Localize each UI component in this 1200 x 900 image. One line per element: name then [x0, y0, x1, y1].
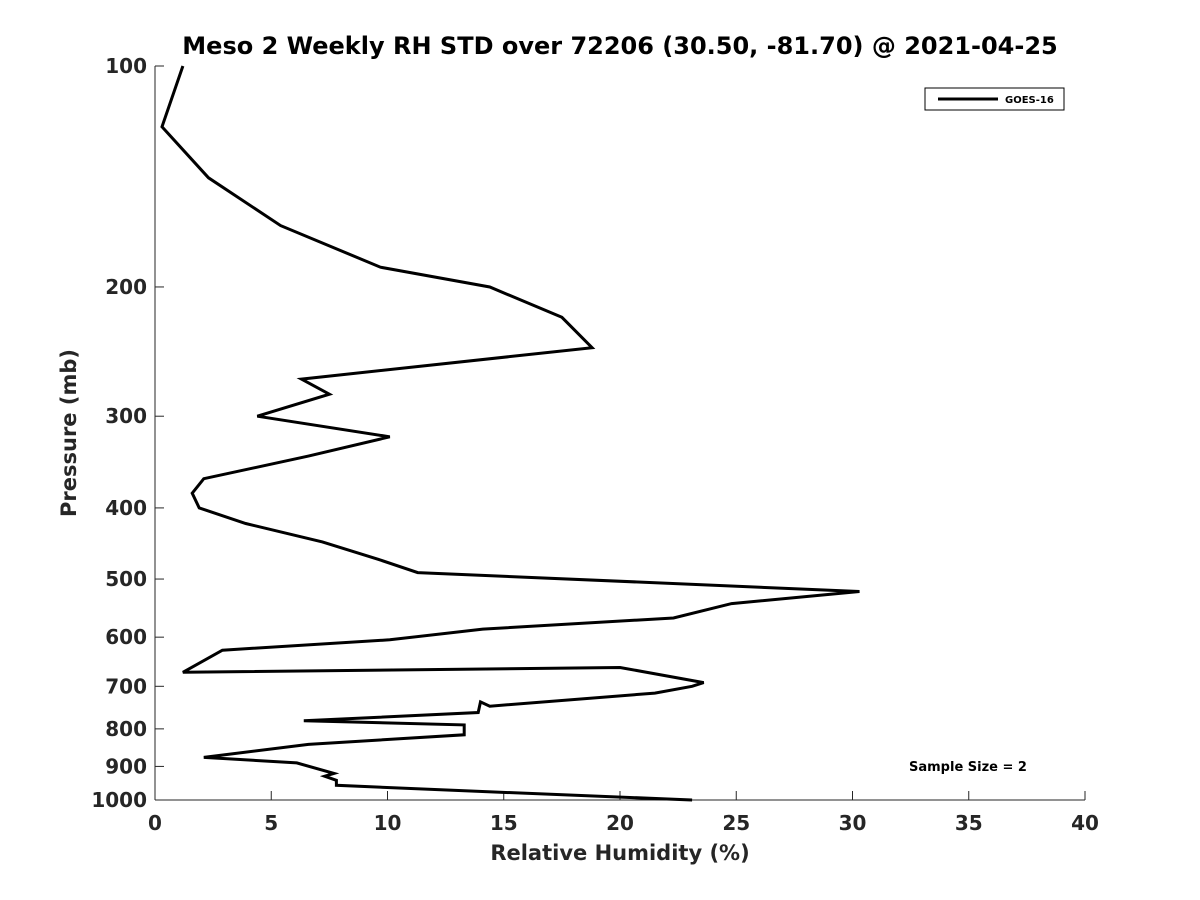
y-tick-label: 400 — [105, 496, 147, 520]
x-tick-label: 30 — [839, 811, 867, 835]
axes — [154, 66, 1085, 801]
series-layer — [160, 65, 860, 802]
x-tick-label: 5 — [264, 811, 278, 835]
y-tick-label: 600 — [105, 625, 147, 649]
y-tick-label: 300 — [105, 404, 147, 428]
y-tick-label: 1000 — [91, 788, 147, 812]
y-tick-label: 900 — [105, 754, 147, 778]
legend: GOES-16 — [924, 87, 1065, 111]
legend-label-goes-16: GOES-16 — [1005, 95, 1054, 106]
x-tick-label: 0 — [148, 811, 162, 835]
x-tick-label: 20 — [606, 811, 634, 835]
ticks: 0 5 10 15 20 25 30 35 40 100 200 300 400 500 600 700 800… — [91, 54, 1099, 835]
x-tick-label: 35 — [955, 811, 983, 835]
y-tick-label: 800 — [105, 717, 147, 741]
series-line-goes-16 — [160, 65, 860, 802]
y-axis-label: Pressure (mb) — [57, 349, 81, 517]
y-tick-label: 700 — [105, 674, 147, 698]
x-tick-label: 40 — [1071, 811, 1099, 835]
x-tick-label: 10 — [374, 811, 402, 835]
y-tick-label: 200 — [105, 275, 147, 299]
chart-title: Meso 2 Weekly RH STD over 72206 (30.50, … — [182, 32, 1057, 60]
x-axis-label: Relative Humidity (%) — [490, 841, 749, 865]
sample-size-annotation: Sample Size = 2 — [909, 760, 1027, 775]
x-tick-label: 15 — [490, 811, 518, 835]
y-tick-label: 100 — [105, 54, 147, 78]
y-tick-label: 500 — [105, 567, 147, 591]
x-tick-label: 25 — [722, 811, 750, 835]
